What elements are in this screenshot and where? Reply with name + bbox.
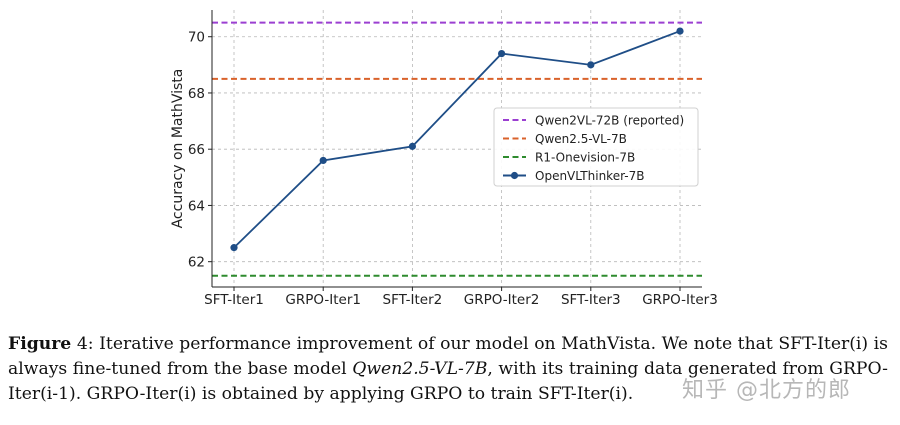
x-tick-label: GRPO-Iter1 [285, 292, 361, 308]
series-line [233, 30, 681, 249]
x-tick-label: SFT-Iter1 [204, 292, 264, 308]
y-tick-label: 66 [188, 142, 205, 158]
caption-text-1: : Iterative performance improvement of o… [8, 334, 888, 379]
x-tick-label: SFT-Iter2 [383, 292, 443, 308]
line-chart: 62 64 66 68 70 SFT-Iter1 GRPO-Iter1 SFT-Iter2 GR… [170, 10, 718, 308]
figure-number: 4 [76, 334, 88, 354]
legend: Qwen2VL-72B (reported) Qwen2.5-VL-7B R1-On… [493, 107, 699, 187]
legend-box [493, 107, 699, 187]
tick-labels: 62 64 66 68 70 SFT-Iter1 GRPO-Iter1 SFT-Iter2 GR… [188, 30, 718, 308]
caption-text-2: , with its training data generated from … [8, 359, 888, 404]
legend-label: Qwen2VL-72B (reported) [535, 114, 684, 128]
figure-label: Figure [8, 334, 72, 354]
reference-lines [212, 21, 702, 277]
y-tick-label: 68 [188, 86, 205, 102]
caption-model-name: Qwen2.5-VL-7B [352, 359, 488, 379]
legend-marker [510, 171, 519, 180]
watermark: 知乎 @北方的郎 [682, 378, 851, 403]
data-point [676, 27, 684, 35]
y-tick-label: 62 [188, 255, 205, 271]
data-point [498, 49, 506, 58]
x-tick-label: GRPO-Iter3 [642, 292, 718, 308]
data-point [408, 142, 416, 150]
legend-label: R1-Onevision-7B [535, 151, 635, 165]
y-tick-label: 64 [188, 198, 205, 214]
axes [211, 10, 702, 288]
data-point [230, 244, 238, 252]
x-tick-label: GRPO-Iter2 [464, 292, 540, 308]
y-axis-label: Accuracy on MathVista [170, 69, 186, 229]
series [230, 27, 684, 252]
legend-label: OpenVLThinker-7B [535, 169, 644, 183]
data-point [319, 156, 327, 165]
x-tick-label: SFT-Iter3 [561, 292, 621, 308]
y-tick-label: 70 [188, 30, 205, 46]
data-point [587, 61, 595, 69]
legend-label: Qwen2.5-VL-7B [535, 132, 627, 146]
figure-caption: Figure 4: Iterative performance improvem… [8, 332, 888, 407]
